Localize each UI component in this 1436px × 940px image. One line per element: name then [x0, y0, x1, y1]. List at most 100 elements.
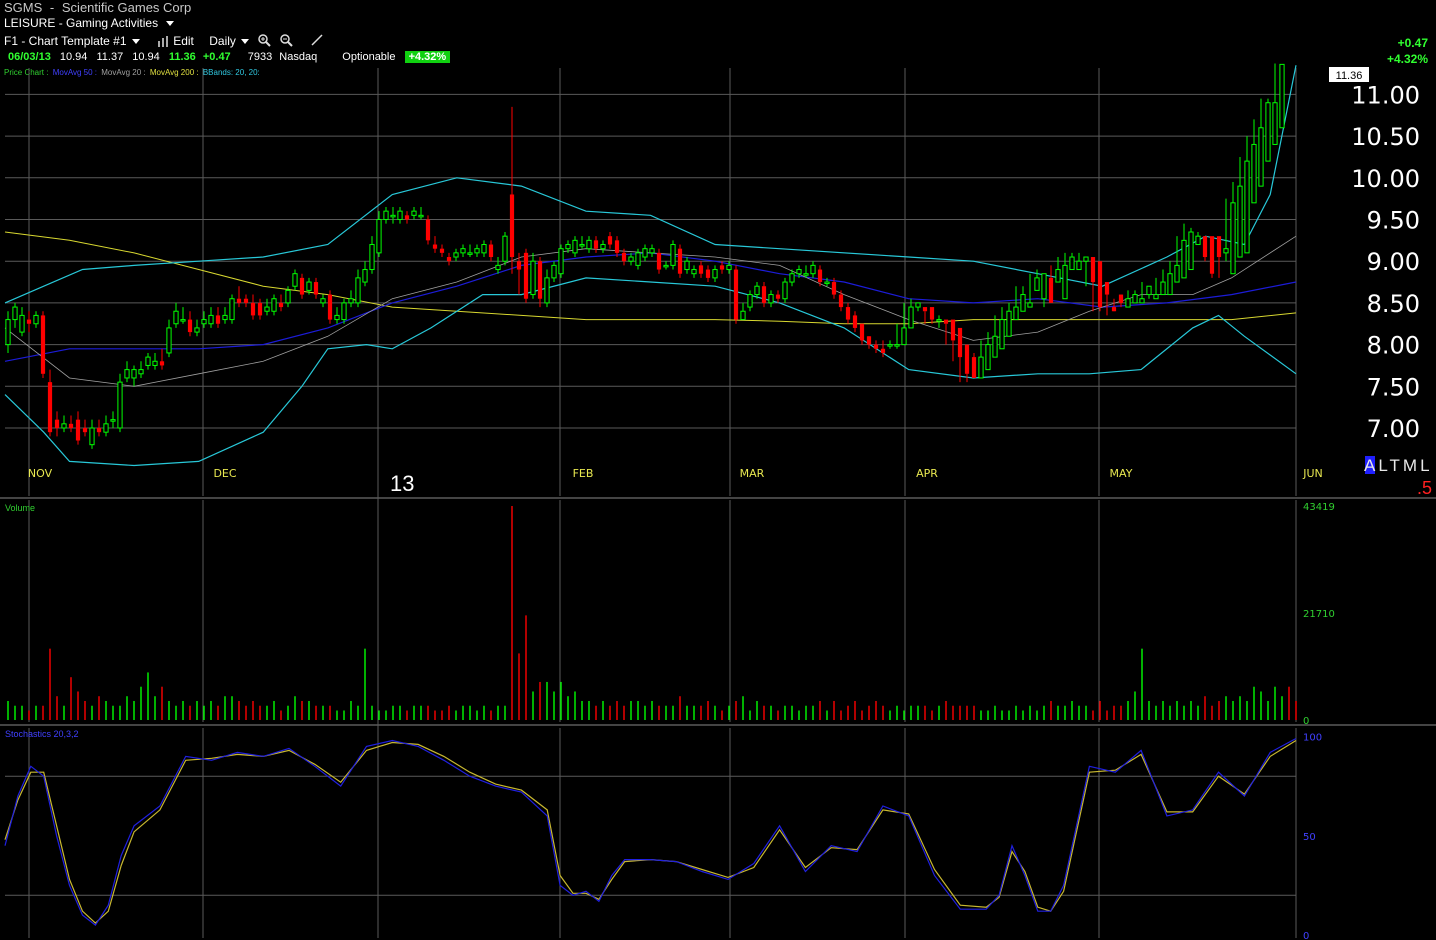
candle-body-down	[243, 298, 249, 303]
candle-body-up	[600, 244, 606, 250]
header-change-pct: +4.32%	[1386, 52, 1428, 66]
candle-body-up	[271, 298, 277, 312]
candlesticks	[5, 63, 1285, 449]
header-change-abs: +0.47	[1397, 36, 1428, 50]
bband-upper-line	[4, 65, 1297, 304]
candle-body-down	[1216, 236, 1222, 258]
candle-body-up	[131, 369, 137, 379]
candle-body-up	[824, 281, 830, 285]
candle-body-up	[61, 423, 67, 429]
sector-dropdown[interactable]: LEISURE - Gaming Activities	[4, 16, 178, 30]
candle-body-up	[222, 314, 228, 321]
candle-body-down	[404, 215, 410, 220]
altml-label[interactable]: ALTML	[1364, 456, 1433, 475]
zoom-in-icon[interactable]	[257, 33, 271, 47]
candle-body-up	[1125, 298, 1131, 308]
candle-body-down	[943, 319, 949, 324]
legend-ma200[interactable]: MovAvg 200 :	[149, 68, 199, 77]
year-label: 13	[390, 471, 414, 496]
candle-body-down	[159, 361, 165, 366]
candle-body-up	[810, 264, 816, 275]
candle-body-down	[817, 269, 823, 283]
chart-header: SGMS - Scientific Games Corp LEISURE - G…	[0, 0, 1436, 77]
stoch-tick-label: 50	[1303, 832, 1316, 843]
zoom-out-icon[interactable]	[279, 33, 293, 47]
legend-price-chart[interactable]: Price Chart :	[4, 68, 49, 77]
last-price-tag: 11.36	[1336, 70, 1363, 82]
draw-line-icon[interactable]	[310, 33, 324, 47]
candle-body-down	[957, 327, 963, 358]
candle-body-down	[1048, 277, 1054, 303]
candle-body-up	[1167, 273, 1173, 296]
candle-body-down	[964, 344, 970, 374]
legend-ma20[interactable]: MovAvg 20 :	[101, 68, 146, 77]
edit-button[interactable]: Edit	[157, 34, 197, 48]
bband-lower-line	[4, 277, 1297, 467]
candle-body-down	[68, 423, 74, 428]
quote-volume: 7933	[247, 51, 273, 63]
candle-body-up	[341, 302, 347, 321]
template-dropdown[interactable]: F1 - Chart Template #1	[4, 34, 144, 48]
candle-body-down	[950, 319, 956, 341]
candle-body-up	[1174, 264, 1180, 283]
candle-body-up	[1027, 302, 1033, 308]
candle-body-up	[628, 256, 634, 262]
quote-close: 11.36	[168, 51, 196, 63]
volume-bars	[7, 505, 1297, 720]
candle-body-up	[1034, 277, 1040, 291]
volume-tick-label: 43419	[1303, 502, 1335, 513]
candle-body-up	[145, 356, 151, 366]
candle-body-down	[1090, 257, 1096, 283]
legend-ma50[interactable]: MovAvg 50 :	[52, 68, 98, 77]
candle-body-down	[215, 315, 221, 324]
candle-body-up	[1272, 102, 1278, 145]
candle-body-up	[1265, 102, 1271, 162]
stoch-k-line	[4, 737, 1297, 926]
candle-body-up	[5, 319, 11, 346]
candle-body-up	[89, 427, 95, 446]
company-name: Scientific Games Corp	[61, 0, 192, 15]
candle-body-up	[978, 356, 984, 379]
period-label: Daily	[209, 34, 236, 48]
month-label: FEB	[573, 467, 594, 480]
candle-body-down	[775, 294, 781, 299]
ma200-line	[4, 231, 1297, 325]
candle-body-down	[313, 282, 319, 295]
candle-body-down	[838, 294, 844, 308]
month-label: MAR	[740, 467, 765, 480]
price-tick-label: 10.50	[1351, 123, 1420, 151]
candle-body-down	[187, 319, 193, 333]
candle-body-up	[467, 252, 473, 255]
candle-body-up	[229, 298, 235, 321]
candle-body-up	[579, 244, 585, 247]
candle-body-up	[306, 281, 312, 291]
candle-body-up	[551, 264, 557, 279]
candle-body-up	[796, 269, 802, 275]
candle-body-down	[859, 323, 865, 341]
change-badge: +4.32%	[404, 51, 451, 63]
candle-body-up	[1076, 260, 1082, 271]
candle-body-up	[117, 381, 123, 429]
candle-body-up	[502, 235, 508, 262]
legend-bbands[interactable]: BBands: 20, 20:	[202, 68, 260, 77]
stoch-tick-label: 100	[1303, 733, 1322, 744]
price-tick-label: 9.00	[1367, 248, 1420, 276]
candle-body-up	[768, 294, 774, 304]
price-tick-label: 8.50	[1367, 290, 1420, 318]
candle-body-up	[320, 298, 326, 304]
candle-body-down	[327, 294, 333, 320]
candle-body-down	[250, 302, 256, 316]
candle-body-down	[236, 298, 242, 303]
candle-body-up	[495, 264, 501, 271]
quote-line: 06/03/13 10.94 11.37 10.94 11.36 +0.47 7…	[4, 51, 451, 63]
month-label: APR	[916, 467, 938, 480]
candle-body-up	[481, 244, 487, 254]
sector: LEISURE	[4, 16, 56, 30]
candle-body-down	[873, 344, 879, 349]
grid-lines	[0, 68, 1436, 938]
period-dropdown[interactable]: Daily	[209, 34, 253, 48]
candle-body-up	[530, 260, 536, 296]
indicator-lines	[4, 65, 1297, 926]
candle-body-up	[1279, 63, 1285, 129]
